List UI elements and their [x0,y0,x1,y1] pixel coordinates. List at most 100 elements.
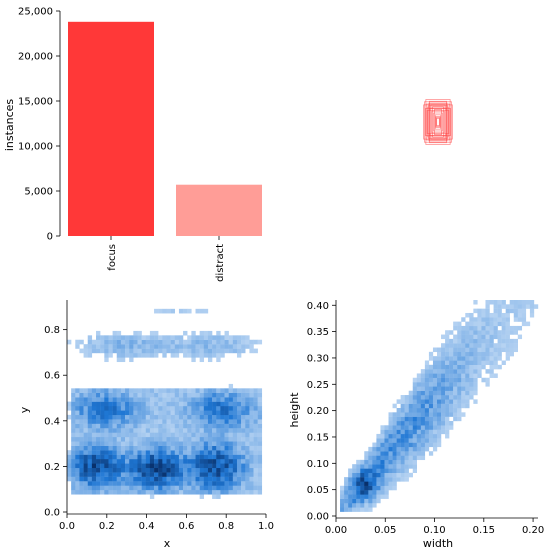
xy-cell [79,406,84,411]
xy-cell [166,459,171,464]
xy-cell [232,436,238,442]
xy-cell [71,476,76,482]
xy-cell [129,481,134,486]
xy-cell [129,357,134,363]
wh-cell [501,343,506,348]
xy-cell [191,392,196,398]
xy-cell [162,348,167,354]
xy-cell [129,476,134,482]
xy-cell [174,353,180,358]
xy-cell [245,472,250,477]
wh-cell [360,464,365,469]
xy-cell [245,401,250,407]
wh-y-tick-label: 0.10 [307,459,329,470]
xy-cell [141,441,146,446]
wh-cell [344,507,349,512]
wh-cell [517,300,523,305]
wh-cell [485,343,490,348]
wh-cell [437,420,442,426]
wh-cell [445,338,450,344]
xy-cell [149,441,155,446]
xy-cell [87,335,93,340]
wh-cell [368,490,373,495]
overlay-box [435,117,441,127]
xy-cell [154,406,159,411]
wh-cell [432,446,438,452]
width-height-heatmap: 0.00 0.05 0.10 0.15 0.200.000.050.100.150.20… [307,300,544,536]
xy-cell [149,344,155,349]
wh-cell [493,308,498,314]
xy-cell [170,353,175,358]
xy-cell [195,397,200,402]
wh-cell [412,395,417,400]
xy-cell [71,472,76,477]
wh-cell [364,464,369,469]
wh-cell [449,377,454,383]
wh-cell [465,343,470,348]
xy-cell [241,388,246,393]
xy-cell [183,344,188,349]
xy-cell [207,357,213,363]
xy-cell [207,485,213,491]
xy-cell [199,419,205,424]
wh-cell [505,321,510,327]
xy-cell [174,410,180,416]
xy-cell [104,454,109,460]
wh-cell [432,403,438,409]
xy-cell [170,419,175,424]
xy-cell [212,485,217,491]
xy-cell [195,489,200,495]
wh-cell [465,312,470,318]
wh-cell [449,330,454,335]
xy-cell [87,476,93,482]
xy-cell [108,450,113,455]
wh-cell [461,317,466,322]
xy-cell [203,436,209,442]
wh-cell [481,377,486,383]
xy-cell [154,410,159,416]
xy-cell [71,481,76,486]
xy-cell [166,388,171,393]
wh-cell [376,481,381,486]
xy-cell [91,406,97,411]
wh-cell [432,364,438,370]
wh-cell [416,395,422,400]
wh-cell [441,403,446,409]
xy-cell [257,414,263,420]
xy-cell [162,410,167,416]
xy-cell [253,419,258,424]
xy-cell [257,450,263,455]
xy-cell [232,339,238,345]
xy-cell [245,450,250,455]
xy-cell [212,467,217,473]
wh-cell [400,477,405,482]
xy-cell [195,472,200,477]
xy-cell [187,441,192,446]
xy-cell [75,472,80,477]
xy-cell [149,459,155,464]
xy-cell [207,436,213,442]
wh-cell [465,334,470,340]
xy-cell [79,467,84,473]
xy-cell [166,348,171,354]
xy-cell [257,419,263,424]
xy-cell [245,344,250,349]
xy-cell [83,406,88,411]
xy-cell [216,353,221,358]
xy-cell [75,388,80,393]
xy-cell [166,414,171,420]
xy-cell [170,441,175,446]
xy-cell [158,344,163,349]
wh-cell [388,477,393,482]
xy-cell [162,308,167,314]
xy-cell [154,423,159,429]
xy-cell [83,463,88,469]
wh-cell [461,338,466,344]
xy-cell [224,339,229,345]
wh-cell [404,412,409,417]
xy-cell [104,406,109,411]
wh-cell [408,425,413,430]
xy-cell [212,335,217,340]
wh-cell [352,485,357,491]
xy-cell [191,414,196,420]
